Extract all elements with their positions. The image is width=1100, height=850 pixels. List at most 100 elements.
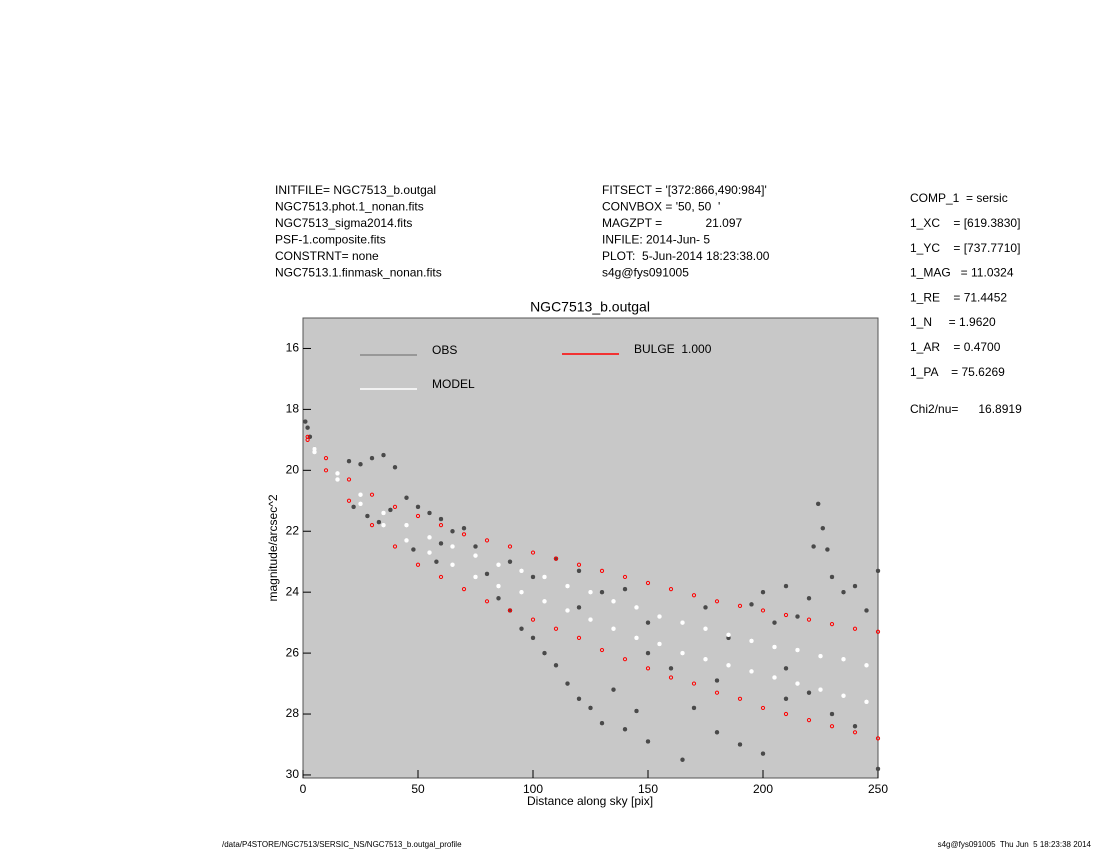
data-point bbox=[703, 656, 708, 662]
data-point bbox=[818, 653, 823, 659]
data-point bbox=[760, 705, 766, 711]
data-point bbox=[864, 699, 869, 705]
header-left-line: PSF-1.composite.fits bbox=[275, 233, 386, 247]
data-point bbox=[358, 492, 363, 497]
data-point bbox=[496, 583, 501, 589]
data-point bbox=[461, 587, 467, 592]
data-point bbox=[576, 696, 582, 702]
data-point bbox=[875, 766, 881, 772]
data-point bbox=[703, 605, 708, 610]
data-point bbox=[369, 523, 375, 528]
data-point bbox=[795, 647, 800, 653]
data-point bbox=[530, 635, 536, 641]
data-point bbox=[783, 666, 789, 671]
data-point bbox=[576, 635, 582, 640]
data-point bbox=[450, 544, 455, 549]
data-point bbox=[392, 465, 398, 470]
data-point bbox=[634, 605, 639, 610]
data-point bbox=[737, 603, 743, 608]
data-point bbox=[864, 663, 869, 668]
data-point bbox=[691, 681, 697, 686]
header-middle-line: CONVBOX = '50, 50 ' bbox=[602, 200, 720, 214]
y-tick-label: 18 bbox=[286, 402, 300, 416]
data-point bbox=[783, 583, 789, 589]
data-point bbox=[588, 589, 593, 595]
data-point bbox=[783, 612, 789, 618]
plot-area bbox=[302, 317, 879, 779]
data-point bbox=[381, 452, 386, 458]
data-point bbox=[415, 562, 421, 567]
data-point bbox=[450, 528, 455, 534]
data-point bbox=[783, 696, 789, 702]
header-middle-line: PLOT: 5-Jun-2014 18:23:38.00 bbox=[602, 249, 770, 263]
data-point bbox=[829, 574, 835, 580]
data-point bbox=[622, 657, 628, 662]
legend-label: BULGE 1.000 bbox=[634, 342, 712, 356]
data-point bbox=[576, 605, 582, 610]
data-point bbox=[404, 538, 409, 543]
data-point bbox=[825, 547, 830, 552]
y-tick-label: 16 bbox=[286, 341, 300, 355]
x-tick-label: 200 bbox=[753, 782, 773, 796]
data-point bbox=[588, 705, 593, 711]
data-point bbox=[415, 504, 421, 510]
data-point bbox=[392, 544, 398, 549]
data-point bbox=[645, 666, 651, 671]
fit-parameter: 1_RE = 71.4452 bbox=[910, 290, 1007, 304]
data-point bbox=[519, 589, 524, 595]
data-point bbox=[358, 501, 363, 507]
data-point bbox=[484, 571, 490, 577]
data-point bbox=[388, 507, 393, 513]
data-point bbox=[806, 690, 812, 695]
data-point bbox=[542, 574, 547, 580]
y-tick-label: 28 bbox=[286, 706, 300, 720]
data-point bbox=[875, 568, 881, 574]
data-point bbox=[496, 596, 501, 601]
data-point bbox=[726, 632, 731, 638]
data-point bbox=[427, 535, 432, 540]
data-point bbox=[657, 641, 662, 647]
data-point bbox=[346, 498, 352, 503]
data-point bbox=[634, 708, 639, 714]
data-point bbox=[542, 650, 547, 656]
y-tick-label: 26 bbox=[286, 645, 300, 659]
data-point bbox=[530, 550, 536, 555]
data-point bbox=[829, 622, 835, 627]
data-point bbox=[404, 522, 409, 528]
data-point bbox=[714, 730, 720, 735]
x-tick-label: 100 bbox=[523, 782, 543, 796]
fit-parameter: 1_N = 1.9620 bbox=[910, 315, 996, 329]
data-point bbox=[473, 553, 478, 558]
data-point bbox=[645, 739, 651, 744]
data-point bbox=[599, 647, 605, 653]
header-left-line: CONSTRNT= none bbox=[275, 249, 379, 263]
x-tick-label: 0 bbox=[300, 782, 307, 796]
data-point bbox=[811, 544, 816, 549]
header-left-line: NGC7513_sigma2014.fits bbox=[275, 216, 412, 230]
data-point bbox=[622, 727, 628, 732]
data-point bbox=[841, 589, 846, 595]
data-point bbox=[376, 519, 382, 525]
data-point bbox=[657, 614, 662, 619]
fit-parameter: 1_PA = 75.6269 bbox=[910, 365, 1005, 379]
data-point bbox=[473, 574, 478, 580]
data-point bbox=[438, 574, 444, 580]
data-point bbox=[484, 599, 490, 604]
y-axis-label: magnitude/arcsec^2 bbox=[266, 494, 280, 601]
fit-parameter: 1_AR = 0.4700 bbox=[910, 340, 1001, 354]
data-point bbox=[829, 711, 835, 717]
data-point bbox=[760, 751, 766, 756]
data-point bbox=[864, 608, 869, 613]
data-point bbox=[680, 757, 685, 762]
data-point bbox=[726, 663, 731, 668]
header-middle-line: s4g@fys091005 bbox=[602, 266, 689, 280]
data-point bbox=[427, 510, 432, 516]
data-point bbox=[783, 711, 789, 717]
data-point bbox=[599, 568, 605, 573]
data-point bbox=[519, 626, 524, 631]
data-point bbox=[411, 547, 416, 552]
header-middle-line: FITSECT = '[372:866,490:984]' bbox=[602, 183, 767, 197]
legend-label: MODEL bbox=[432, 377, 475, 391]
data-point bbox=[553, 663, 559, 668]
